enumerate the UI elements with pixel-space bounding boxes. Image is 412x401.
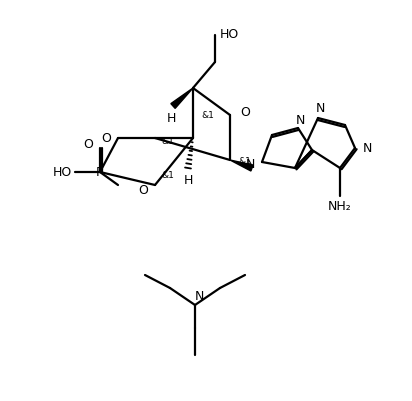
Text: &1: &1 xyxy=(201,111,214,119)
Text: N: N xyxy=(194,290,204,304)
Text: N: N xyxy=(315,103,325,115)
Polygon shape xyxy=(230,160,253,171)
Polygon shape xyxy=(171,88,193,108)
Text: O: O xyxy=(138,184,148,196)
Text: N: N xyxy=(246,158,255,170)
Text: H: H xyxy=(183,174,193,186)
Text: H: H xyxy=(166,111,176,124)
Text: HO: HO xyxy=(53,166,72,178)
Text: NH₂: NH₂ xyxy=(328,200,352,213)
Text: P: P xyxy=(96,166,104,178)
Text: O: O xyxy=(83,138,93,150)
Text: O: O xyxy=(240,105,250,119)
Text: N: N xyxy=(363,142,372,154)
Text: N: N xyxy=(295,113,305,126)
Text: &1: &1 xyxy=(239,158,251,166)
Text: &1: &1 xyxy=(162,170,174,180)
Text: &1: &1 xyxy=(162,138,174,146)
Text: HO: HO xyxy=(220,28,239,41)
Text: O: O xyxy=(101,132,111,144)
